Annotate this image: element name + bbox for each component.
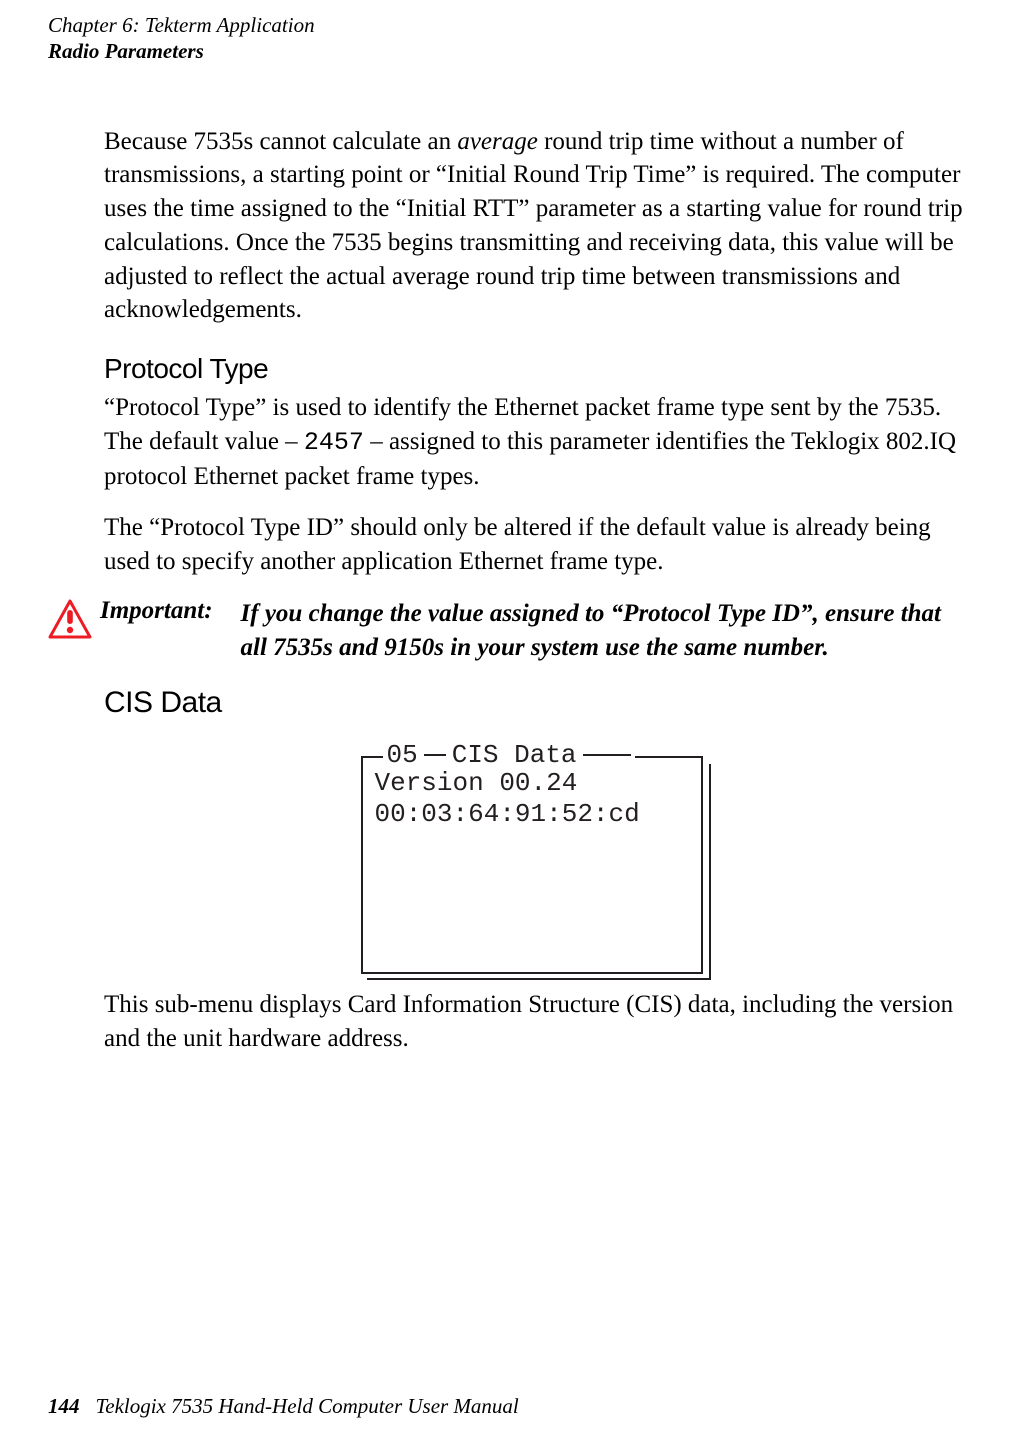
important-note: Important: If you change the value assig… bbox=[104, 597, 965, 665]
paragraph-cis-description: This sub-menu displays Card Information … bbox=[104, 988, 965, 1056]
heading-cis-data: CIS Data bbox=[104, 686, 965, 720]
page-number: 144 bbox=[48, 1394, 80, 1418]
cis-box-legend: 05 CIS Data bbox=[383, 740, 635, 770]
important-text: If you change the value assigned to “Pro… bbox=[241, 597, 965, 665]
page-footer: 144 Teklogix 7535 Hand-Held Computer User… bbox=[48, 1394, 519, 1419]
header-chapter: Chapter 6: Tekterm Application bbox=[48, 12, 965, 38]
cis-mac-line: 00:03:64:91:52:cd bbox=[375, 799, 689, 830]
page: Chapter 6: Tekterm Application Radio Par… bbox=[0, 0, 1013, 1451]
body-content: Because 7535s cannot calculate an averag… bbox=[104, 125, 965, 1056]
paragraph-initial-rtt: Because 7535s cannot calculate an averag… bbox=[104, 125, 965, 328]
text-run: round trip time without a number of tran… bbox=[104, 128, 963, 324]
text-run: Because 7535s cannot calculate an bbox=[104, 128, 457, 155]
legend-dash bbox=[424, 754, 446, 756]
warning-icon bbox=[48, 599, 92, 644]
paragraph-protocol-type-1: “Protocol Type” is used to identify the … bbox=[104, 391, 965, 493]
book-title: Teklogix 7535 Hand-Held Computer User Ma… bbox=[96, 1394, 519, 1418]
legend-title: CIS Data bbox=[452, 740, 577, 770]
cis-data-box: 05 CIS Data Version 00.24 00:03:64:91:52… bbox=[104, 738, 965, 974]
italic-average: average bbox=[457, 128, 538, 155]
cis-box-frame: 05 CIS Data Version 00.24 00:03:64:91:52… bbox=[361, 756, 703, 974]
paragraph-protocol-type-2: The “Protocol Type ID” should only be al… bbox=[104, 511, 965, 579]
important-label: Important: bbox=[100, 597, 213, 625]
code-2457: 2457 bbox=[304, 428, 364, 457]
heading-protocol-type: Protocol Type bbox=[104, 353, 965, 385]
cis-version-line: Version 00.24 bbox=[375, 768, 689, 799]
running-header: Chapter 6: Tekterm Application Radio Par… bbox=[48, 12, 965, 65]
header-section: Radio Parameters bbox=[48, 38, 965, 64]
legend-number: 05 bbox=[387, 740, 418, 770]
legend-dash bbox=[583, 754, 631, 756]
